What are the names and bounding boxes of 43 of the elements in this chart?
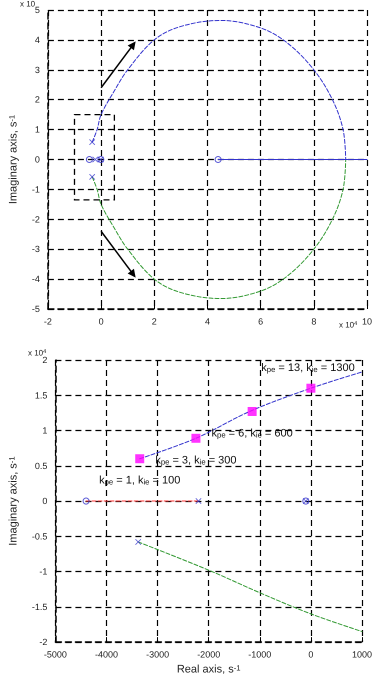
point xyxy=(135,454,144,464)
point xyxy=(86,156,93,163)
x-tick-label: -1000 xyxy=(248,650,272,660)
point xyxy=(191,434,200,443)
y-tick-label: 4 xyxy=(34,34,40,45)
x-tick-label: 8 xyxy=(311,316,316,326)
y-tick-label: 2 xyxy=(34,94,40,105)
y-tick-label: -2 xyxy=(32,214,40,224)
x-tick-label: -2000 xyxy=(197,650,220,660)
y-tick-label: -3 xyxy=(32,244,40,254)
y-tick-label: 2 xyxy=(42,355,48,365)
y-tick-label: 1 xyxy=(34,124,40,135)
x-tick-label: -5000 xyxy=(44,650,67,660)
point xyxy=(89,174,96,180)
y-tick-label: -1 xyxy=(39,566,48,577)
y-tick-label: 5 xyxy=(34,5,40,15)
x-tick-label: -3000 xyxy=(146,650,170,660)
point xyxy=(306,384,316,393)
point xyxy=(248,406,257,416)
y-tick-label: 0.5 xyxy=(34,460,48,471)
y-tick-label: -1 xyxy=(32,184,40,194)
text: x 10 xyxy=(20,0,36,8)
y-tick-label: 0 xyxy=(34,154,40,164)
x-tick-label: -4000 xyxy=(94,650,118,660)
y-tick-label: -2 xyxy=(39,637,48,648)
point xyxy=(89,139,96,146)
point xyxy=(195,498,202,504)
y-tick-label: 1.5 xyxy=(34,390,48,400)
x-tick-label: 0 xyxy=(308,650,314,660)
x-tick-label: 4 xyxy=(204,316,210,326)
y-tick-label: -5 xyxy=(32,304,40,314)
y-tick-label: -1.5 xyxy=(32,602,48,612)
x-tick-label: 0 xyxy=(98,316,104,326)
y-tick-label: -4 xyxy=(32,274,40,284)
x-tick-label: 10 xyxy=(362,316,372,326)
point xyxy=(82,498,90,505)
y-tick-label: -0.5 xyxy=(32,531,48,542)
y-tick-label: 0 xyxy=(42,496,48,506)
x-tick-label: 2 xyxy=(152,316,157,326)
x-tick-label: 6 xyxy=(258,316,264,326)
y-tick-label: 3 xyxy=(34,64,40,75)
y-tick-label: 1 xyxy=(42,426,48,436)
x-tick-label: 1000 xyxy=(352,650,372,660)
